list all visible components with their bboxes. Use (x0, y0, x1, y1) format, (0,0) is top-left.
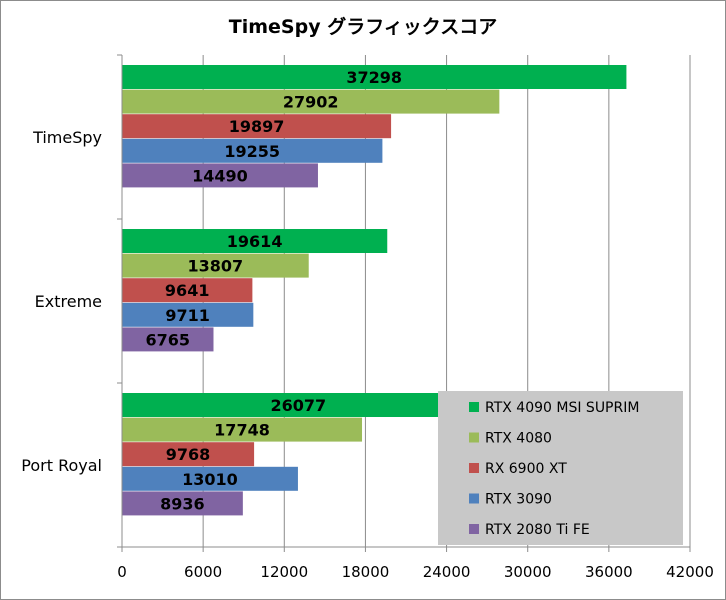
x-tick-label: 24000 (423, 563, 471, 581)
bar-value-label: 13807 (188, 257, 244, 276)
legend: RTX 4090 MSI SUPRIM RTX 4080 RX 6900 XT RTX… (438, 391, 683, 545)
bar (122, 253, 309, 278)
bar-value-label: 27902 (283, 93, 339, 112)
bar (122, 138, 383, 163)
x-tick-label: 36000 (585, 563, 633, 581)
bar-value-label: 9711 (165, 306, 210, 325)
x-tick-label: 0 (117, 563, 127, 581)
bars: 37298 27902 19897 19255 14490 19614 13807 9641 9… (122, 65, 627, 516)
legend-swatch (469, 432, 479, 443)
legend-swatch (469, 402, 479, 412)
legend-swatch (469, 463, 479, 473)
bar-value-label: 8936 (160, 494, 205, 513)
legend-swatch (469, 524, 479, 534)
bar (122, 491, 243, 516)
bar (122, 417, 363, 442)
bar (122, 229, 388, 253)
bar-value-label: 9641 (165, 281, 210, 300)
bar (122, 466, 298, 491)
bar-value-label: 14490 (192, 166, 248, 185)
legend-swatch (469, 493, 479, 504)
category-label: TimeSpy (32, 128, 102, 147)
bar (122, 327, 214, 352)
x-tick-label: 6000 (184, 563, 222, 581)
bar-value-label: 19614 (227, 232, 283, 251)
chart-title: TimeSpy グラフィックスコア (229, 15, 498, 38)
bar-value-label: 17748 (214, 421, 270, 440)
bar (122, 442, 255, 467)
category-label: Port Royal (21, 456, 102, 475)
bar (122, 163, 318, 188)
bar-value-label: 26077 (270, 396, 326, 415)
bar (122, 114, 392, 139)
legend-label: RTX 4090 MSI SUPRIM (485, 400, 639, 416)
x-tick-label: 30000 (504, 563, 552, 581)
bar-value-label: 9768 (166, 445, 211, 464)
bar (122, 302, 254, 327)
bar-value-label: 6765 (145, 330, 190, 349)
category-label: Extreme (35, 292, 102, 311)
bar (122, 393, 475, 417)
legend-label: RTX 3090 (485, 492, 552, 508)
bar (122, 278, 253, 303)
bar (122, 65, 627, 89)
legend-label: RX 6900 XT (485, 461, 567, 477)
legend-label: RTX 2080 Ti FE (485, 522, 590, 538)
x-tick-label: 42000 (666, 563, 714, 581)
bar-value-label: 13010 (182, 470, 238, 489)
x-tick-label: 18000 (342, 563, 390, 581)
x-tick-label: 12000 (260, 563, 308, 581)
bar-value-label: 37298 (346, 68, 402, 87)
legend-label: RTX 4080 (485, 431, 552, 447)
bar-value-label: 19897 (229, 117, 285, 136)
axes: 0 6000 12000 18000 24000 30000 36000 42000 TimeS… (21, 54, 714, 581)
bar-value-label: 19255 (224, 142, 280, 161)
bar (122, 89, 500, 114)
